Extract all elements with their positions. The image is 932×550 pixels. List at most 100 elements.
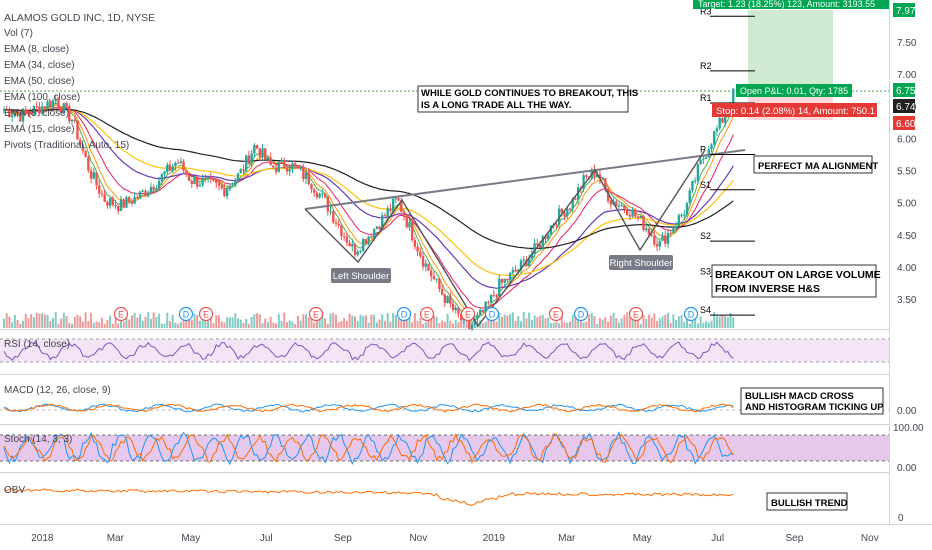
volume-bar [71,323,74,328]
candle-body [342,236,346,238]
earnings-marker[interactable]: E [460,306,476,322]
tag-stop-bg [893,116,915,130]
time-axis[interactable]: 2018 Mar May Jul Sep Nov 2019 Mar May Jul Sep Nov [31,533,879,544]
candle-body [440,288,444,295]
candle-body [718,117,721,129]
svg-text:Open P&L: 0.01, Qty: 1785: Open P&L: 0.01, Qty: 1785 [740,86,848,96]
candle-body [410,222,414,241]
volume-bar [658,318,661,328]
svg-text:E: E [313,310,319,320]
volume-bar [408,317,411,328]
candle-body [147,192,150,196]
earnings-marker[interactable]: E [548,306,564,322]
volume-bar [171,314,174,328]
volume-bar [514,321,517,328]
candle-body [506,278,509,281]
target-tag[interactable]: Target: 1.23 (18.25%) 123, Amount: 3193.… [693,0,889,9]
candle-body [672,228,675,234]
volume-bar [68,323,71,328]
volume-bar [517,316,520,328]
stop-tag[interactable]: Stop: 0.14 (2.08%) 14, Amount: 750.1 [712,103,877,117]
volume-bar [560,313,563,328]
candle-body [166,164,169,172]
candle-body [16,114,19,116]
dividend-marker[interactable]: D [178,306,194,322]
dividend-marker[interactable]: D [683,306,699,322]
volume-bar [223,322,226,328]
volume-bar [351,315,354,328]
candle-body [503,278,506,283]
candle-body [266,157,270,160]
volume-bar [307,317,310,328]
candle-body [596,174,599,177]
volume-bar [348,313,351,328]
volume-bar [190,319,193,328]
volume-bar [188,315,191,328]
earnings-marker[interactable]: E [113,306,129,322]
ema-lines [4,102,734,322]
candle-body [32,106,36,115]
volume-bar [269,316,272,328]
candle-body [280,159,283,162]
volume-bar [438,323,441,328]
candle-body [367,236,370,244]
candle-body [264,148,267,160]
volume-bar [245,318,248,328]
dividend-marker[interactable]: D [484,306,500,322]
price-tick: 4.50 [897,231,917,242]
candle-body [225,189,229,197]
dividend-marker[interactable]: D [573,306,589,322]
volume-bar [95,321,98,328]
dividend-marker[interactable]: D [396,306,412,322]
candle-body [332,211,335,223]
candle-body [606,188,610,202]
price-axis[interactable]: 3.504.004.505.005.506.006.507.007.50 [897,38,917,306]
volume-bar [729,312,732,328]
candle-body [538,244,542,248]
ema-5-line [4,102,734,322]
volume-bar [637,314,640,328]
macd-zero-tick: 0.00 [897,406,917,417]
volume-bar [128,319,131,328]
obv-title: OBV [4,485,25,496]
earnings-marker[interactable]: E [419,306,435,322]
volume-bar [234,313,237,328]
candle-body [631,209,634,217]
candle-body [198,185,202,187]
stoch-top-tick: 100.00 [893,423,924,434]
time-tick: Sep [334,533,352,544]
legend-item: EMA (8, close) [4,44,69,55]
volume-bar [721,315,724,328]
candle-body [258,148,261,158]
volume-bar [394,314,397,328]
candle-body [136,196,139,199]
candle-body [642,215,645,231]
open-pl-tag[interactable]: Open P&L: 0.01, Qty: 1785 [736,84,852,97]
time-tick: May [181,533,200,544]
volume-bar [242,322,245,328]
candle-body [359,250,362,252]
volume-bar [321,312,324,328]
volume-bar [35,312,38,328]
volume-bar [160,323,163,328]
volume-bar [296,315,299,328]
volume-bar [612,312,615,328]
candle-body [87,157,90,171]
price-tick: 7.50 [897,38,917,49]
volume-bar [688,323,691,328]
candle-body [174,162,177,167]
earnings-marker[interactable]: E [628,306,644,322]
candle-body [190,181,193,185]
earnings-marker[interactable]: E [308,306,324,322]
annotation-macd-line2: AND HISTOGRAM TICKING UP [745,402,884,413]
candle-body [149,187,153,193]
candle-body [130,201,134,204]
candle-body [283,159,286,169]
earnings-marker[interactable]: E [198,306,214,322]
volume-bar [484,321,487,328]
volume-bar [487,313,490,328]
candle-body [615,201,618,207]
candle-body [669,232,672,234]
volume-bar [24,313,27,328]
